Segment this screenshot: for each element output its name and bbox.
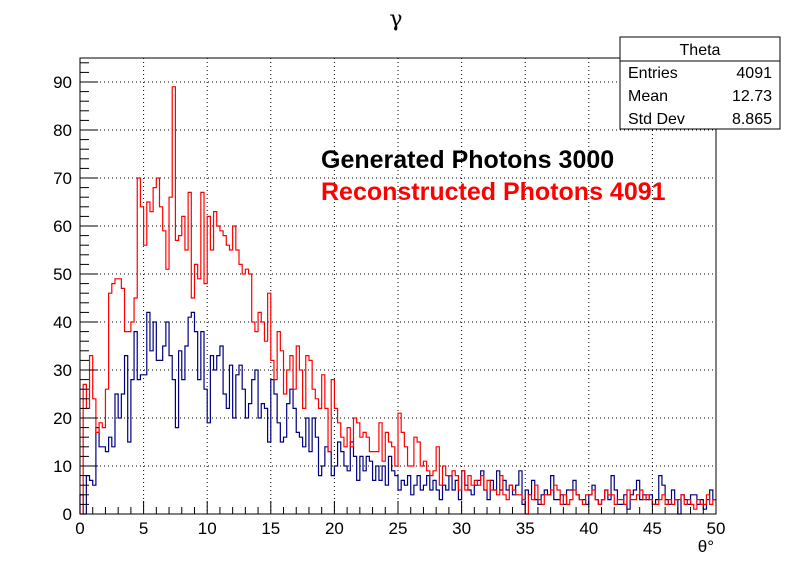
histogram-series [79, 86, 716, 515]
y-tick-label: 70 [53, 169, 72, 188]
x-tick-label: 15 [261, 519, 280, 538]
stats-value-entries: 4091 [736, 65, 772, 82]
x-tick-label: 50 [707, 519, 726, 538]
x-tick-label: 20 [325, 519, 344, 538]
stats-value-stddev: 8.865 [732, 111, 772, 128]
y-tick-label: 50 [53, 265, 72, 284]
annotation-reconstructed: Reconstructed Photons 4091 [321, 178, 666, 206]
y-tick-label: 30 [53, 361, 72, 380]
y-tick-label: 10 [53, 457, 72, 476]
x-tick-label: 30 [452, 519, 471, 538]
axis-ticks [79, 62, 717, 515]
chart-title: γ [389, 7, 402, 32]
y-tick-label: 0 [63, 505, 72, 524]
y-tick-label: 20 [53, 409, 72, 428]
gridlines [80, 58, 716, 514]
x-tick-label: 35 [516, 519, 535, 538]
stats-label-entries: Entries [628, 65, 678, 82]
x-tick-label: 45 [643, 519, 662, 538]
y-tick-label: 60 [53, 217, 72, 236]
stats-label-stddev: Std Dev [628, 111, 685, 128]
stats-box: Theta Entries 4091 Mean 12.73 Std Dev 8.… [619, 36, 781, 130]
stats-title: Theta [680, 42, 721, 59]
stats-box-frame [619, 36, 781, 130]
x-tick-label: 10 [198, 519, 217, 538]
x-tick-labels: 0 5 10 15 20 25 30 35 40 45 50 [75, 519, 725, 538]
x-axis-label: θ° [698, 537, 714, 556]
y-tick-labels: 0 10 20 30 40 50 60 70 80 90 [53, 73, 72, 524]
annotation-generated: Generated Photons 3000 [321, 146, 614, 174]
histogram-series-0 [79, 311, 716, 515]
x-tick-label: 25 [389, 519, 408, 538]
x-tick-label: 5 [139, 519, 148, 538]
stats-value-mean: 12.73 [732, 88, 772, 105]
y-tick-label: 90 [53, 73, 72, 92]
x-tick-label: 40 [579, 519, 598, 538]
y-tick-label: 80 [53, 121, 72, 140]
x-tick-label: 0 [75, 519, 84, 538]
y-tick-label: 40 [53, 313, 72, 332]
histogram-series-1 [80, 86, 716, 515]
stats-label-mean: Mean [628, 88, 668, 105]
